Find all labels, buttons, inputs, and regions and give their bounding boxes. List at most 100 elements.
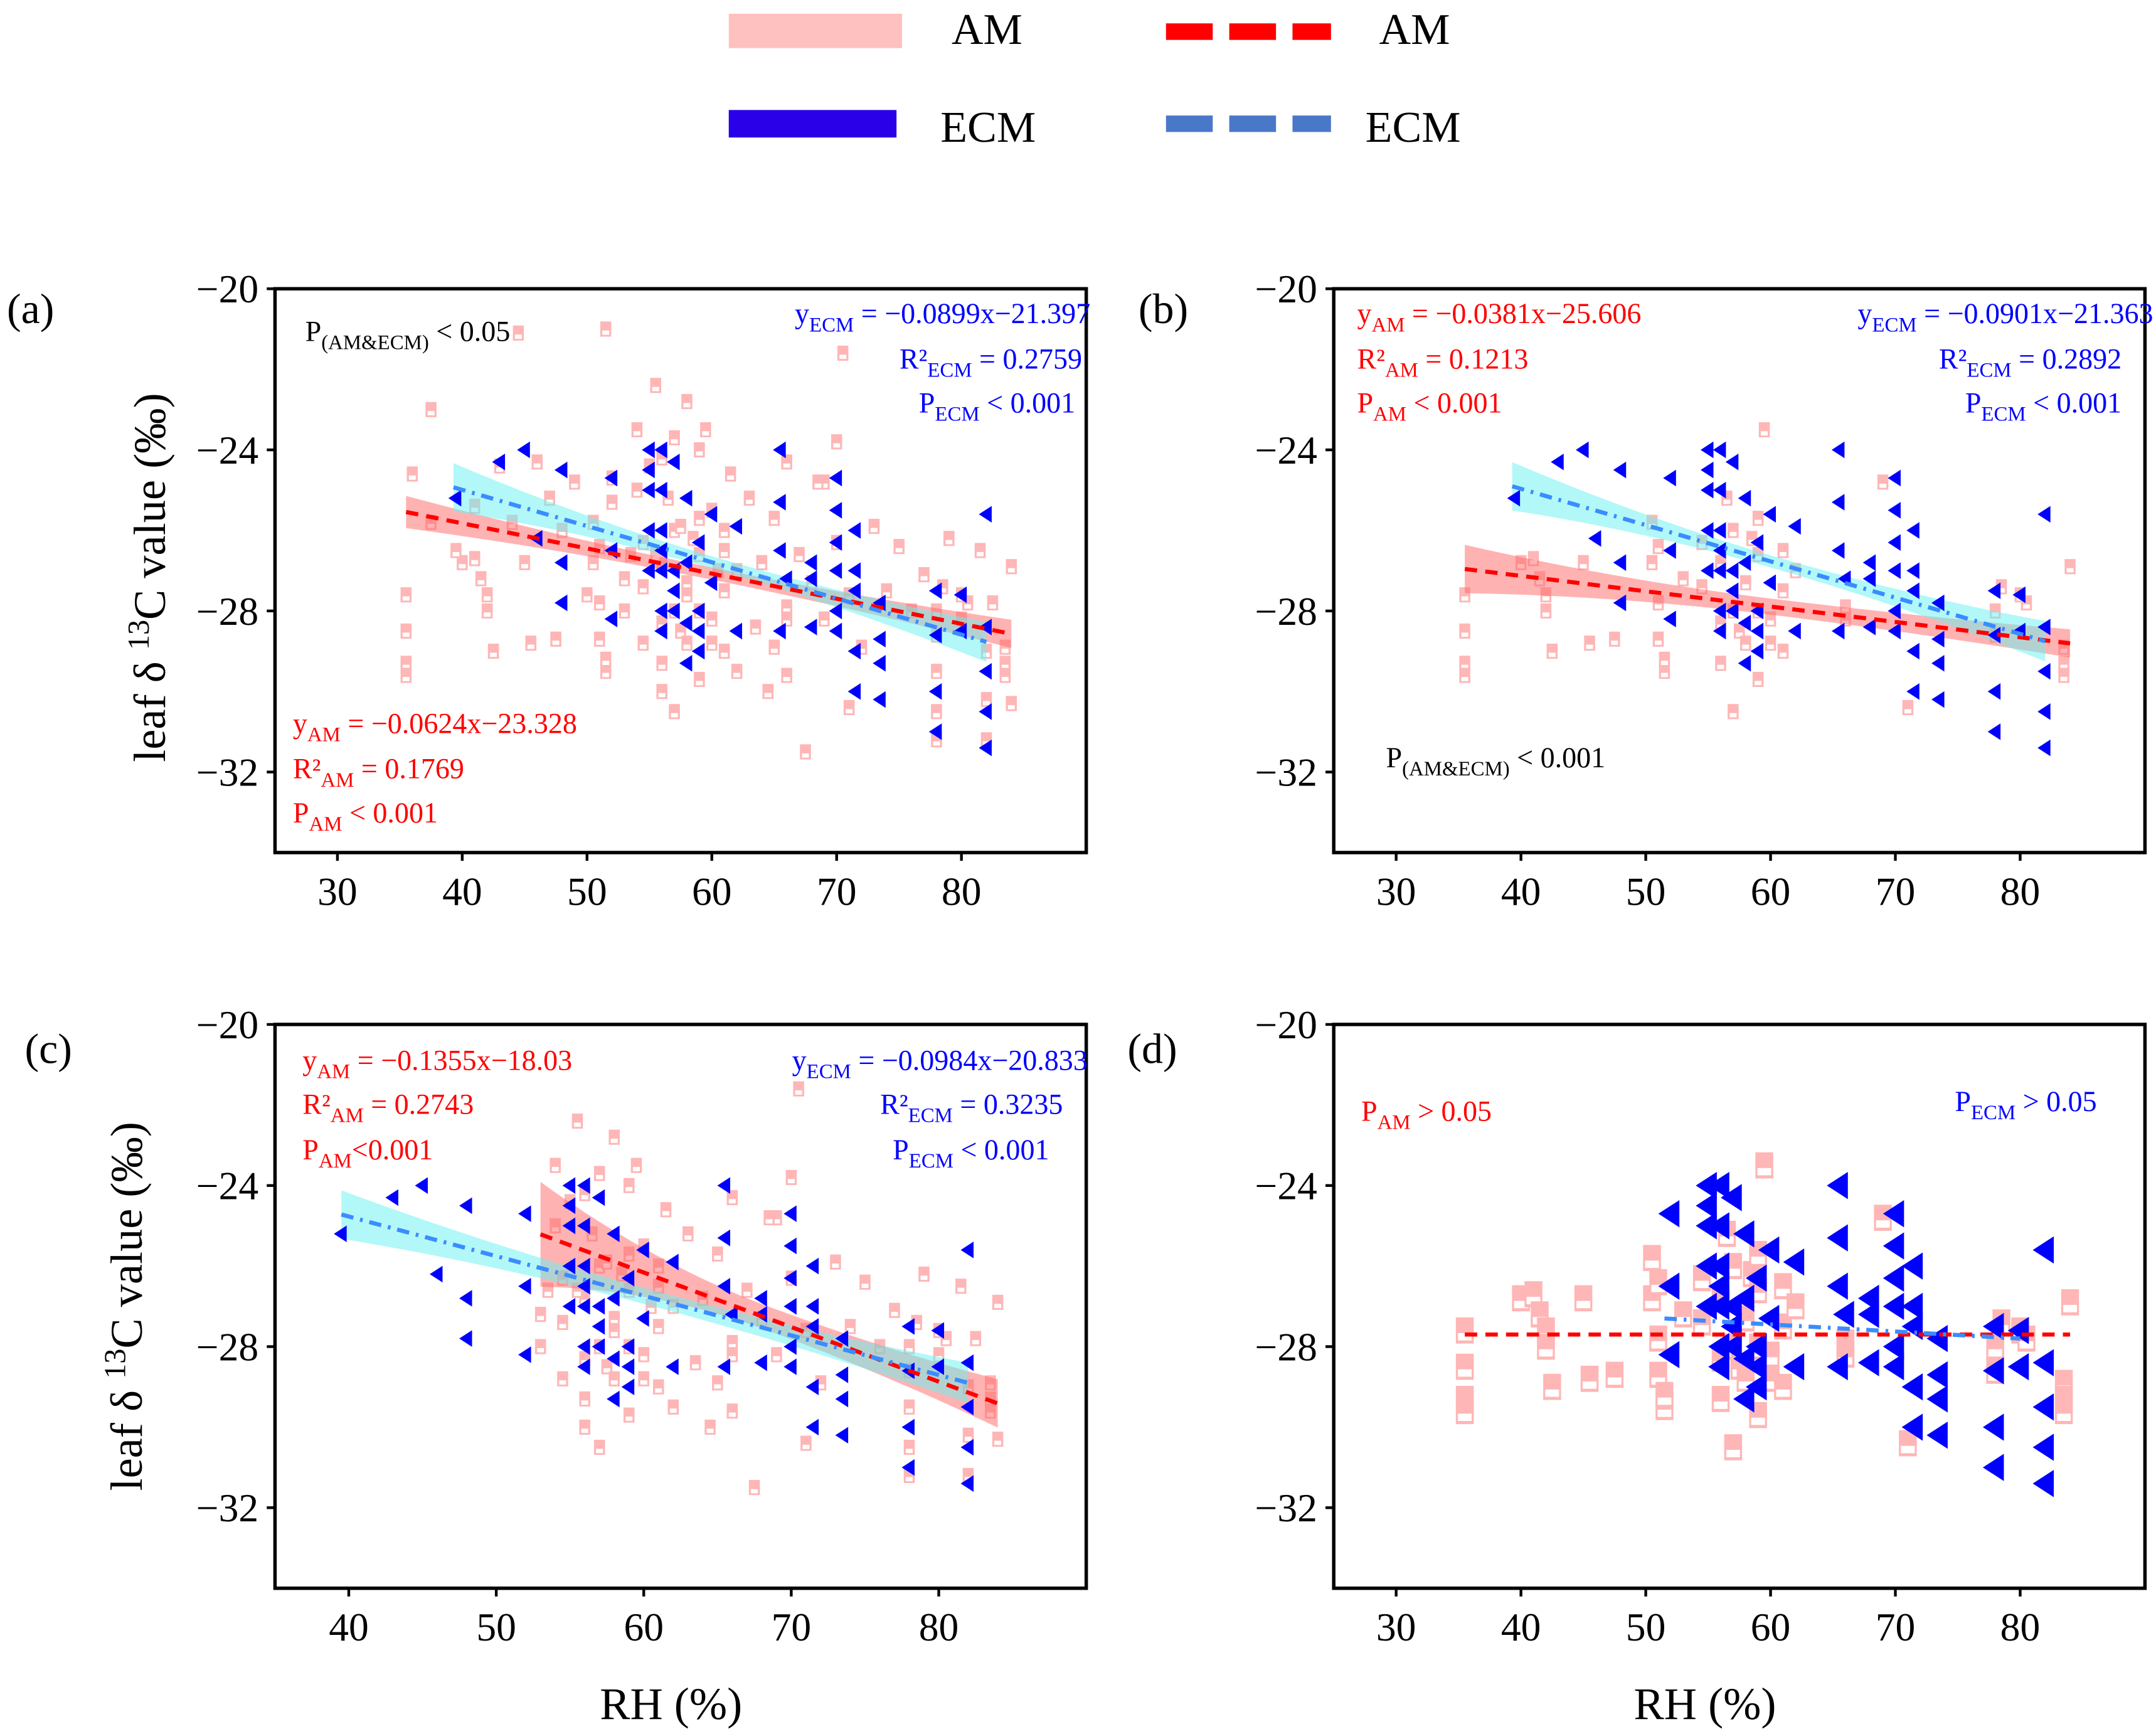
ecm-point [1750,622,1764,640]
am-marker-inner [571,483,578,488]
ecm-point [1788,622,1801,640]
am-marker-inner [537,1316,544,1321]
am-marker-inner [1763,1357,1778,1365]
ecm-point [592,1298,605,1315]
am-point [2064,559,2076,575]
ecm-point [562,1217,576,1235]
am-point [731,664,743,679]
am-marker-inner [640,1356,647,1361]
ecm-point [604,469,618,487]
y-tick-label: −20 [196,267,258,311]
am-point [681,575,693,590]
am-marker-inner [721,551,728,556]
am-marker-inner [1007,705,1015,710]
x-tick-label: 70 [772,1605,812,1649]
am-point [741,1282,753,1298]
ecm-point [1788,518,1801,535]
am-point [475,571,487,587]
ecm-point [607,1225,620,1243]
am-point [718,643,730,659]
ecm-equation-c: yECM = −0.0984x−20.833 [792,1044,1088,1083]
ecm-point [1906,683,1920,700]
ecm-point [654,522,667,539]
am-point [1006,696,1017,711]
am-point [931,704,942,720]
am-point [726,1335,738,1351]
am-marker-inner [1779,652,1787,657]
am-marker-inner [537,1348,544,1353]
ecm-point [1931,594,1945,612]
ecm-points [448,441,992,757]
am-point [406,466,418,482]
ecm-point [928,723,942,740]
am-marker-inner [708,620,716,625]
x-tick-label: 80 [2000,1605,2041,1649]
ecm-point [691,622,705,640]
am-point [868,518,880,535]
ecm-point [717,1229,731,1247]
x-axis-label-d: RH (%) [1634,1679,1776,1729]
am-marker-inner [795,556,803,561]
ecm-point [1721,1184,1742,1211]
ecm-point [1901,1312,1923,1341]
am-marker-inner [452,551,460,556]
am-marker-inner [490,652,497,657]
ecm-point [667,454,680,471]
ecm-confidence-band [453,463,987,662]
ecm-point [1713,622,1726,640]
am-point [593,631,605,647]
ecm-point [829,562,842,579]
am-point [1646,555,1658,570]
am-point [400,656,412,671]
ecm-r2-a: R²ECM = 0.2759 [900,343,1082,381]
am-marker-inner [2022,604,2030,609]
y-tick-label: −32 [1255,1486,1317,1530]
ecm-point [1721,1332,1742,1361]
x-tick-label: 60 [1751,1605,1791,1649]
ecm-point [2032,1433,2054,1461]
am-marker-inner [1904,709,1911,714]
ecm-point [642,461,655,479]
am-marker-inner [655,1327,662,1332]
am-marker-inner [2066,568,2074,573]
am-point [718,523,730,538]
ecm-point [2037,506,2051,523]
y-tick-label: −24 [1255,1164,1317,1208]
am-point [1543,1373,1561,1400]
am-marker-inner [596,1449,603,1454]
am-point [425,402,437,417]
am-marker-inner [1660,661,1668,666]
ecm-point [554,461,568,479]
ecm-point [1906,642,1920,660]
am-point [718,543,730,558]
y-tick-label: −32 [196,750,258,795]
am-r2-c: R²AM = 0.2743 [302,1088,474,1127]
ecm-point [773,441,786,459]
ecm-point [783,1298,797,1315]
am-marker-inner [1645,1260,1659,1269]
am-marker-inner [639,588,647,593]
am-point [656,656,667,671]
am-point [1739,636,1751,651]
am-equation-b: yAM = −0.0381x−25.606 [1357,297,1641,336]
am-point [593,1166,605,1181]
legend-am-line-label: AM [1379,5,1450,54]
ecm-point [1926,1361,1948,1389]
am-marker-inner [1461,664,1468,669]
ecm-point [847,683,861,700]
am-point [400,623,412,639]
am-marker-inner [1726,1269,1740,1276]
am-marker-inner [773,1219,780,1224]
am-marker-inner [906,1477,913,1482]
am-marker-inner [2063,1305,2078,1312]
ecm-point [604,610,618,627]
am-point [1758,422,1770,438]
am-marker-inner [1580,564,1587,568]
ecm-point [1827,1272,1848,1300]
ecm-point [704,574,718,592]
am-point [762,684,774,699]
ecm-point [1758,1304,1780,1332]
x-tick-label: 80 [919,1605,959,1649]
am-point [531,454,543,470]
ecm-point [1888,562,1901,579]
